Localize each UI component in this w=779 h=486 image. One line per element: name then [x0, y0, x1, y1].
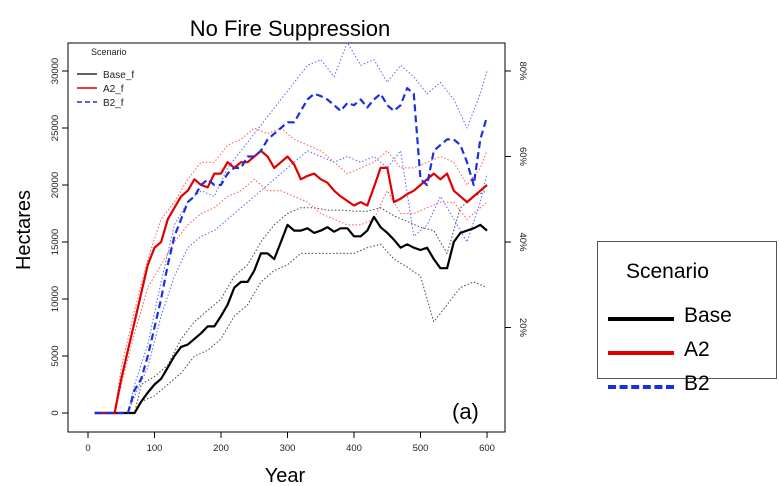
- legend-title: Scenario: [626, 260, 709, 283]
- legend-swatch-a2: [608, 351, 674, 355]
- small-legend-label-base: Base_f: [103, 70, 134, 81]
- x-tick-label: 200: [213, 443, 229, 454]
- y2-tick-label: 60%: [517, 147, 528, 167]
- series-line-band-5: [94, 127, 488, 414]
- scenario-legend: Scenario Base A2 B2: [597, 241, 777, 395]
- series-layer: [94, 42, 489, 415]
- x-tick-label: 0: [85, 443, 90, 454]
- series-line-b2: [94, 86, 489, 415]
- panel-label: (a): [452, 399, 479, 424]
- series-line-band-7: [94, 42, 488, 414]
- x-axis-title: Year: [265, 465, 306, 486]
- y-tick-label: 10000: [50, 286, 61, 312]
- series-line-band-6: [94, 178, 488, 414]
- legend-swatch-base: [608, 317, 674, 321]
- legend-label-a2: A2: [684, 338, 710, 361]
- plot-frame: [67, 42, 506, 433]
- y-axis-title: Hectares: [13, 190, 35, 270]
- axes-layer: 0 100 200 300 400 500 600 0 5000 10000 15000 20000 2…: [50, 58, 528, 454]
- series-line-base: [94, 215, 488, 415]
- small-legend-title: Scenario: [91, 47, 127, 57]
- x-tick-label: 300: [280, 443, 296, 454]
- y2-tick-label: 80%: [517, 61, 528, 81]
- x-tick-label: 600: [479, 443, 495, 454]
- x-tick-label: 500: [413, 443, 429, 454]
- series-line-band-3: [94, 190, 488, 414]
- y-tick-label: 15000: [50, 229, 61, 255]
- series-line-band-8: [94, 150, 488, 414]
- chart-title: No Fire Suppression: [190, 16, 391, 41]
- legend-label-b2: B2: [684, 372, 710, 395]
- y2-tick-label: 40%: [517, 232, 528, 252]
- small-legend: Scenario Base_f A2_f B2_f: [77, 47, 134, 109]
- legend-label-base: Base: [684, 304, 732, 327]
- legend-swatch-b2: [608, 385, 674, 389]
- y-tick-label: 20000: [50, 172, 61, 198]
- small-legend-label-a2: A2_f: [103, 84, 124, 95]
- y-tick-label: 30000: [50, 58, 61, 84]
- x-tick-label: 400: [346, 443, 362, 454]
- y2-tick-label: 20%: [517, 318, 528, 338]
- y-tick-label: 5000: [50, 345, 61, 366]
- series-line-band-4: [94, 243, 488, 414]
- series-line-a2: [94, 149, 488, 415]
- small-legend-label-b2: B2_f: [103, 98, 124, 109]
- y-tick-label: 25000: [50, 115, 61, 141]
- x-tick-label: 100: [147, 443, 163, 454]
- y-tick-label: 0: [50, 410, 61, 415]
